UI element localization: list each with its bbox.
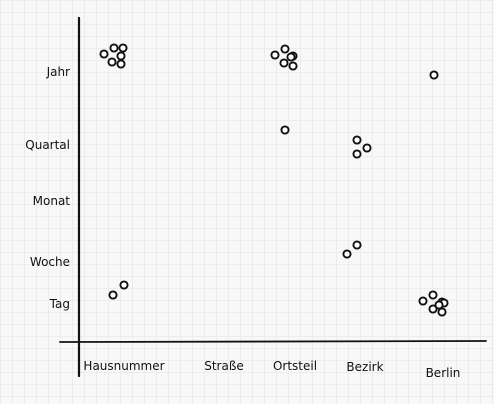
data-point (288, 61, 298, 71)
data-point (119, 280, 129, 290)
data-point (428, 290, 438, 300)
data-point (280, 44, 290, 54)
x-tick-label-berlin: Berlin (426, 366, 461, 380)
data-point (118, 43, 128, 53)
x-tick-label-bezirk: Bezirk (346, 360, 383, 374)
data-point (352, 135, 362, 145)
data-point (280, 125, 290, 135)
data-point (352, 240, 362, 250)
y-tick-label-monat: Monat (33, 194, 71, 208)
data-point (362, 143, 372, 153)
data-point (342, 249, 352, 259)
data-point (116, 59, 126, 69)
data-points (99, 43, 449, 317)
y-tick-label-woche: Woche (30, 255, 70, 269)
data-point (116, 51, 126, 61)
data-point (286, 52, 296, 62)
data-point (428, 304, 438, 314)
data-point (109, 43, 119, 53)
x-tick-label-strasse: Straße (204, 359, 244, 373)
data-point (279, 58, 289, 68)
data-point (429, 70, 439, 80)
x-tick-label-hausnummer: Hausnummer (83, 359, 164, 373)
data-point (99, 49, 109, 59)
y-tick-label-quartal: Quartal (25, 138, 70, 152)
y-tick-label-jahr: Jahr (46, 65, 70, 79)
x-tick-label-ortsteil: Ortsteil (273, 359, 317, 373)
data-point (107, 57, 117, 67)
data-point (108, 290, 118, 300)
x-axis (59, 340, 487, 343)
data-point (270, 50, 280, 60)
y-tick-label-tag: Tag (49, 297, 70, 311)
data-point (418, 296, 428, 306)
data-point (434, 300, 444, 310)
data-point (352, 149, 362, 159)
x-tick-labels: Hausnummer Straße Ortsteil Bezirk Berlin (83, 359, 460, 380)
y-tick-labels: Tag Woche Monat Quartal Jahr (25, 65, 70, 311)
